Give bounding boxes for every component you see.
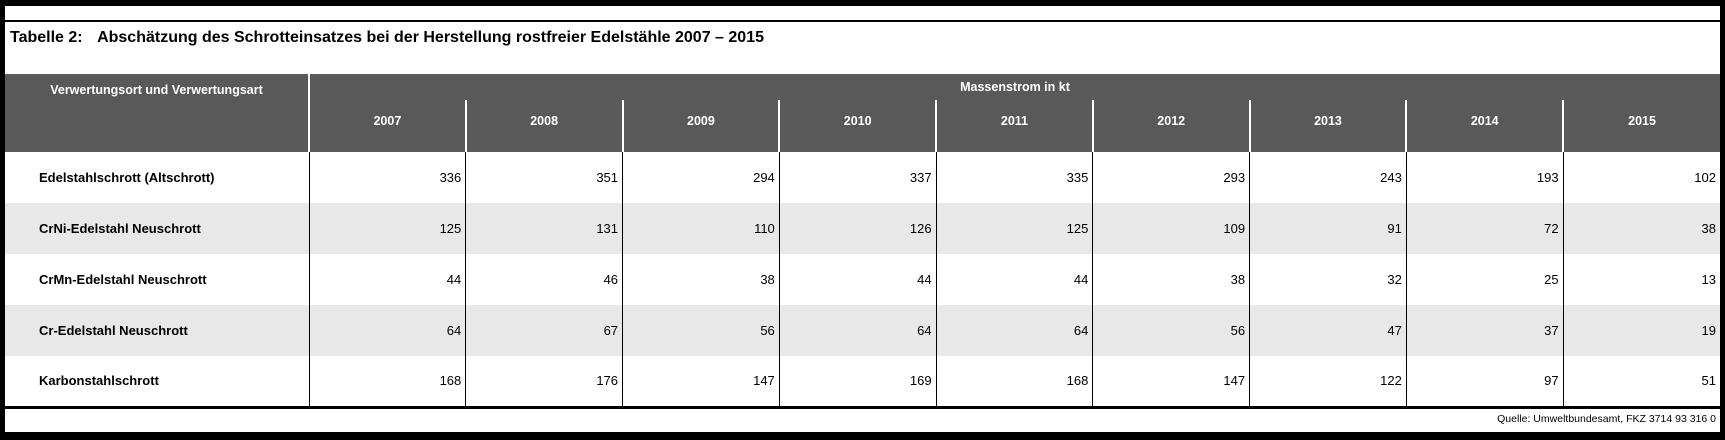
value-cell: 38 — [1092, 254, 1250, 305]
value-cell: 169 — [778, 356, 937, 407]
year-header-2007: 2007 — [308, 100, 466, 152]
table-header: Verwertungsort und Verwertungsart Massen… — [5, 74, 1720, 152]
year-header-2008: 2008 — [464, 100, 623, 152]
value-cell: 126 — [778, 203, 937, 254]
value-cell: 32 — [1249, 254, 1407, 305]
value-cell: 46 — [465, 254, 623, 305]
table-row-edelstahlschrott-altschrott: Edelstahlschrott (Altschrott) 336 351 29… — [5, 152, 1720, 203]
table-body: Edelstahlschrott (Altschrott) 336 351 29… — [5, 152, 1720, 407]
value-cell: 168 — [308, 356, 466, 407]
value-cell: 122 — [1249, 356, 1407, 407]
year-header-2009: 2009 — [621, 100, 780, 152]
row-label: Cr-Edelstahl Neuschrott — [39, 323, 188, 338]
column-group-header-massenstrom: Massenstrom in kt — [309, 74, 1720, 100]
value-cell: 44 — [778, 254, 937, 305]
value-cell: 147 — [622, 356, 780, 407]
header-row-years: 2007 2008 2009 2010 2011 2012 2013 2014 … — [5, 100, 1720, 152]
value-cell: 294 — [622, 152, 780, 203]
value-cell: 56 — [622, 305, 780, 356]
value-cell: 37 — [1405, 305, 1564, 356]
value-cell: 336 — [308, 152, 466, 203]
value-cell: 67 — [465, 305, 623, 356]
value-cell: 38 — [622, 254, 780, 305]
value-cell: 44 — [935, 254, 1093, 305]
value-cell: 72 — [1405, 203, 1564, 254]
value-cell: 97 — [1405, 356, 1564, 407]
year-header-2011: 2011 — [935, 100, 1093, 152]
table-row-crni-edelstahl-neuschrott: CrNi-Edelstahl Neuschrott 125 131 110 12… — [5, 203, 1720, 254]
value-cell: 91 — [1249, 203, 1407, 254]
value-cell: 131 — [465, 203, 623, 254]
value-cell: 56 — [1092, 305, 1250, 356]
top-spacer-row — [5, 6, 1720, 22]
row-label: Edelstahlschrott (Altschrott) — [39, 170, 215, 185]
value-cell: 13 — [1562, 254, 1720, 305]
year-header-2014: 2014 — [1405, 100, 1564, 152]
value-cell: 351 — [465, 152, 623, 203]
value-cell: 337 — [778, 152, 937, 203]
table-row-cr-edelstahl-neuschrott: Cr-Edelstahl Neuschrott 64 67 56 64 64 5… — [5, 305, 1720, 356]
column-header-verwertungsort: Verwertungsort und Verwertungsart — [5, 74, 310, 152]
value-cell: 47 — [1249, 305, 1407, 356]
value-cell: 193 — [1405, 152, 1564, 203]
row-label: CrNi-Edelstahl Neuschrott — [39, 221, 201, 236]
value-cell: 110 — [622, 203, 780, 254]
table-caption-text: Abschätzung des Schrotteinsatzes bei der… — [97, 29, 764, 46]
table-row-crmn-edelstahl-neuschrott: CrMn-Edelstahl Neuschrott 44 46 38 44 44… — [5, 254, 1720, 305]
value-cell: 125 — [935, 203, 1093, 254]
table-caption: Tabelle 2: Abschätzung des Schrotteinsat… — [5, 22, 1720, 74]
year-header-2012: 2012 — [1091, 100, 1250, 152]
year-header-2010: 2010 — [778, 100, 937, 152]
value-cell: 293 — [1092, 152, 1250, 203]
value-cell: 102 — [1562, 152, 1720, 203]
year-header-2013: 2013 — [1248, 100, 1407, 152]
header-row-group: Verwertungsort und Verwertungsart Massen… — [5, 74, 1720, 152]
row-label: Karbonstahlschrott — [39, 373, 159, 389]
value-cell: 44 — [308, 254, 466, 305]
row-label: CrMn-Edelstahl Neuschrott — [39, 272, 207, 287]
value-cell: 19 — [1562, 305, 1720, 356]
value-cell: 25 — [1405, 254, 1564, 305]
value-cell: 51 — [1562, 356, 1720, 407]
value-cell: 64 — [778, 305, 937, 356]
value-cell: 335 — [935, 152, 1093, 203]
value-cell: 64 — [935, 305, 1093, 356]
value-cell: 38 — [1562, 203, 1720, 254]
value-cell: 64 — [308, 305, 466, 356]
table-row-karbonstahlschrott: Karbonstahlschrott 168 176 147 169 168 1… — [5, 356, 1720, 407]
value-cell: 109 — [1092, 203, 1250, 254]
data-table: Verwertungsort und Verwertungsart Massen… — [5, 74, 1720, 409]
value-cell: 125 — [308, 203, 466, 254]
value-cell: 168 — [935, 356, 1093, 407]
source-note: Quelle: Umweltbundesamt, FKZ 3714 93 316… — [1497, 412, 1716, 425]
table-caption-number: Tabelle 2: — [10, 29, 83, 46]
value-cell: 147 — [1092, 356, 1250, 407]
value-cell: 243 — [1249, 152, 1407, 203]
year-header-2015: 2015 — [1562, 100, 1720, 152]
value-cell: 176 — [465, 356, 623, 407]
